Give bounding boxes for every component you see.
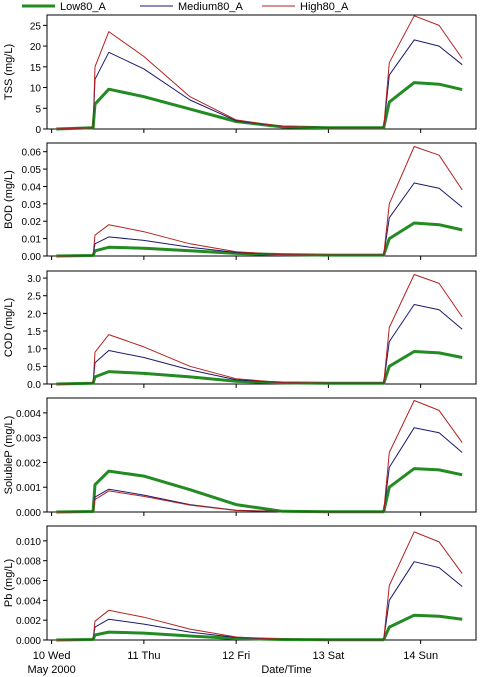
series-line-high80_a [56, 15, 463, 130]
y-tick-label: 0.004 [16, 409, 41, 420]
y-axis-label: Pb (mg/L) [3, 559, 15, 607]
y-tick-label: 5 [35, 104, 41, 115]
y-tick-label: 25 [30, 21, 42, 32]
y-tick-label: 0.010 [16, 537, 41, 548]
y-tick-label: 0.00 [22, 252, 42, 263]
series-line-low80_a [56, 467, 463, 514]
panel-0: 0 5 10 15 20 25 TSS (mg/L) [3, 14, 477, 136]
y-tick-label: 0.006 [16, 577, 41, 588]
series-line-high80_a [56, 274, 463, 385]
y-tick-label: 0.003 [16, 434, 41, 445]
y-tick-label: 0.04 [22, 182, 42, 193]
legend-label: Low80_A [60, 1, 107, 13]
legend-item-low80_a: Low80_A [22, 1, 107, 13]
y-tick-label: 20 [30, 42, 42, 53]
plot-frame [46, 142, 477, 257]
x-axis: 10 Wed 11 Thu 12 Fri 13 Sat 14 Sun May 2000 Da… [27, 650, 438, 676]
y-tick-label: 3.0 [27, 274, 41, 285]
plot-frame [46, 525, 477, 641]
series-line-medium80_a [56, 304, 463, 385]
series-line-low80_a [56, 613, 463, 642]
y-tick-label: 1.0 [27, 345, 41, 356]
x-tick-label: 10 Wed [33, 650, 71, 662]
y-tick-label: 0.5 [27, 362, 41, 373]
y-tick-label: 2.5 [27, 292, 41, 303]
y-tick-label: 0.002 [16, 616, 41, 627]
y-tick-label: 0.05 [22, 165, 42, 176]
y-tick-label: 0.03 [22, 200, 42, 211]
plot-frame [46, 397, 477, 513]
legend-label: Medium80_A [178, 1, 243, 13]
y-tick-label: 0.01 [22, 235, 42, 246]
y-tick-label: 0.002 [16, 458, 41, 469]
y-tick-label: 0.004 [16, 596, 41, 607]
series-line-low80_a [56, 350, 463, 386]
x-tick-label: 14 Sun [403, 650, 438, 662]
series-line-high80_a [56, 531, 463, 641]
series-line-high80_a [56, 400, 463, 513]
y-tick-label: 0.0 [27, 380, 41, 391]
y-tick-label: 2.0 [27, 309, 41, 320]
legend-label: High80_A [300, 1, 349, 13]
y-tick-label: 0.000 [16, 636, 41, 647]
series-line-low80_a [56, 81, 463, 131]
legend-item-high80_a: High80_A [262, 1, 349, 13]
y-tick-label: 0.02 [22, 217, 42, 228]
y-axis-label: TSS (mg/L) [3, 44, 15, 100]
x-tick-label: 11 Thu [127, 650, 160, 662]
series-line-high80_a [56, 146, 463, 257]
y-tick-label: 0.06 [22, 148, 42, 159]
x-month-label: May 2000 [27, 664, 75, 676]
x-tick-label: 12 Fri [222, 650, 250, 662]
chart-panels: 0 5 10 15 20 25 TSS (mg/L) 0.00 0.01 0.02 0.03 0.04… [3, 14, 477, 647]
legend-item-medium80_a: Medium80_A [140, 1, 243, 13]
plot-frame [46, 14, 477, 130]
y-tick-label: 0.001 [16, 483, 41, 494]
y-tick-label: 15 [30, 63, 42, 74]
legend: Low80_A Medium80_A High80_A [22, 1, 349, 13]
plot-frame [46, 270, 477, 385]
panel-1: 0.00 0.01 0.02 0.03 0.04 0.05 0.06 BOD (mg/L) [3, 142, 477, 263]
y-axis-label: SolubleP (mg/L) [3, 416, 15, 495]
y-tick-label: 1.5 [27, 327, 41, 338]
y-tick-label: 0 [35, 125, 41, 136]
y-axis-label: BOD (mg/L) [3, 170, 15, 229]
x-axis-title: Date/Time [261, 664, 311, 676]
y-tick-label: 10 [30, 84, 42, 95]
y-axis-label: COD (mg/L) [3, 298, 15, 357]
y-tick-label: 0.008 [16, 557, 41, 568]
panel-2: 0.0 0.5 1.0 1.5 2.0 2.5 3.0 COD (mg/L) [3, 270, 477, 391]
y-tick-label: 0.000 [16, 508, 41, 519]
x-tick-label: 13 Sat [312, 650, 344, 662]
